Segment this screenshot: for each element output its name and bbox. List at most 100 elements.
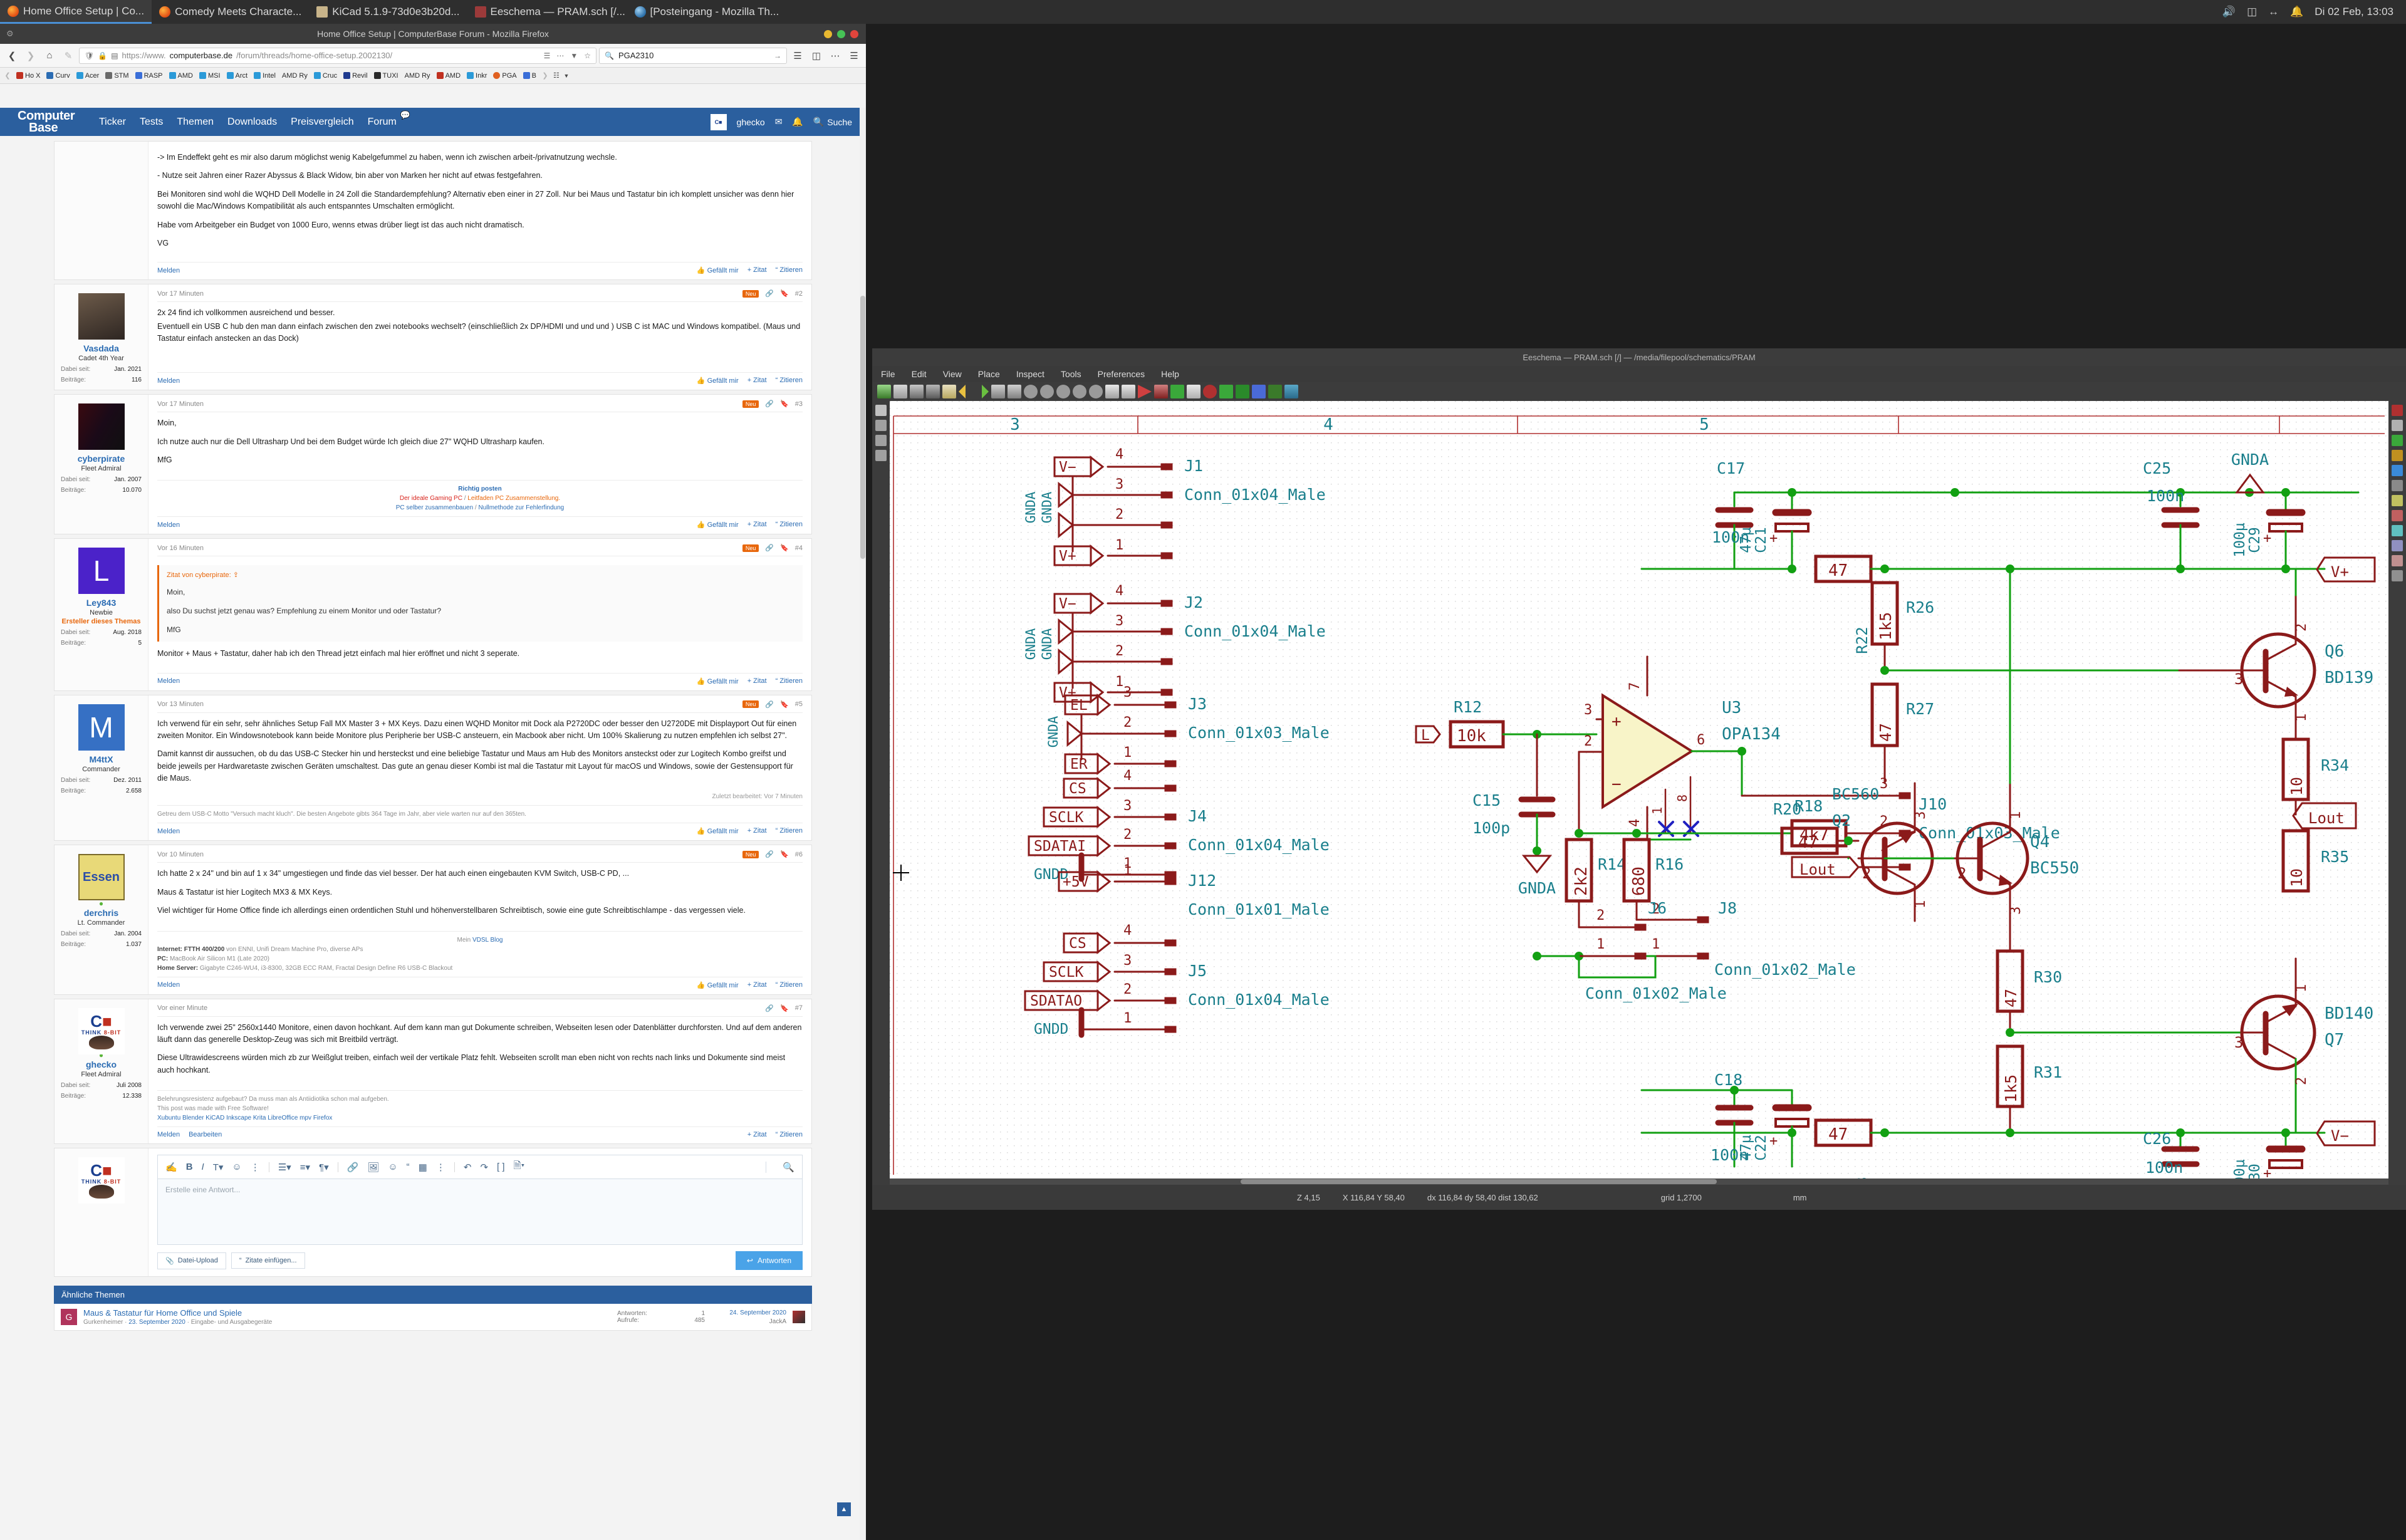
align-icon[interactable]: ≡▾ <box>299 1162 311 1173</box>
bom-icon[interactable] <box>1252 385 1266 398</box>
insert-quotes-button[interactable]: “ Zitate einfügen... <box>231 1252 305 1269</box>
signature-link[interactable]: Nullmethode zur Fehlerfindung <box>478 504 565 512</box>
network-icon[interactable]: ↔ <box>2268 6 2279 18</box>
emoji-icon[interactable]: ☺ <box>388 1162 398 1173</box>
sidebar-icon[interactable]: ◫ <box>811 50 821 61</box>
shield-icon[interactable]: 🛡 <box>85 51 95 60</box>
quote-button[interactable]: “ Zitieren <box>775 677 803 685</box>
clock[interactable]: Di 02 Feb, 13:03 <box>2315 6 2393 18</box>
author-name[interactable]: cyberpirate <box>77 454 125 464</box>
signature-links[interactable]: Xubuntu Blender KiCAD Inkscape Krita Lib… <box>157 1115 333 1122</box>
avatar[interactable]: M <box>78 704 125 751</box>
quote-header[interactable]: Zitat von cyberpirate: ⇪ <box>167 571 239 580</box>
taskbar-item-firefox1[interactable]: Home Office Setup | Co... <box>0 0 152 24</box>
author-name[interactable]: M4ttX <box>89 754 113 764</box>
like-button[interactable]: 👍 Gefällt mir <box>696 521 739 529</box>
place-bus-icon[interactable] <box>2392 480 2403 491</box>
backannotate-icon[interactable] <box>1284 385 1298 398</box>
canvas-hscrollbar-thumb[interactable] <box>1241 1179 1717 1184</box>
font-size-icon[interactable]: T▾ <box>212 1162 224 1173</box>
find-replace-icon[interactable] <box>1008 385 1021 398</box>
share-icon[interactable]: 🔗 <box>765 400 774 408</box>
file-upload-button[interactable]: 📎 Datei-Upload <box>157 1252 226 1269</box>
page-scrollbar[interactable] <box>860 108 866 1540</box>
author-name[interactable]: derchris <box>83 908 119 918</box>
page-scrollbar-thumb[interactable] <box>860 296 865 559</box>
refresh-icon[interactable] <box>1024 385 1038 398</box>
delete-tool-icon[interactable] <box>2392 570 2403 581</box>
leave-sheet-icon[interactable] <box>1122 385 1135 398</box>
plot-icon[interactable] <box>926 385 940 398</box>
bookmark-icon[interactable]: 🔖 <box>780 700 789 709</box>
bookmark-icon[interactable]: 🔖 <box>780 851 789 859</box>
text-color-icon[interactable]: ✍ <box>165 1162 177 1173</box>
notification-bell-icon[interactable]: 🔔 <box>2290 6 2304 18</box>
author-name[interactable]: ghecko <box>85 1059 117 1069</box>
home-icon[interactable]: ⌂ <box>46 50 53 61</box>
reader-view-icon[interactable]: ☰ <box>543 51 551 60</box>
permissions-icon[interactable]: ▤ <box>111 51 118 60</box>
redo-icon[interactable]: ↷ <box>480 1162 489 1173</box>
post-number[interactable]: #2 <box>794 289 803 298</box>
bookmark-item[interactable]: MSI <box>197 71 223 81</box>
bookmark-icon[interactable]: 🔖 <box>780 1004 789 1012</box>
bookmark-item[interactable]: PGA <box>491 71 519 81</box>
report-link[interactable]: Melden <box>157 266 180 274</box>
quote-button[interactable]: “ Zitieren <box>775 1131 803 1139</box>
share-icon[interactable]: 🔗 <box>765 1004 774 1012</box>
author-name[interactable]: Vasdada <box>83 343 119 354</box>
place-global-label-icon[interactable] <box>2392 510 2403 521</box>
bookmark-item[interactable]: Acer <box>74 71 102 81</box>
units-toggle-icon[interactable] <box>875 420 887 431</box>
nav-item-downloads[interactable]: Downloads <box>227 116 278 127</box>
avatar[interactable]: Essen <box>78 854 125 901</box>
highlight-net-icon[interactable] <box>2392 420 2403 431</box>
thread-title[interactable]: Maus & Tastatur für Home Office und Spie… <box>83 1308 242 1318</box>
similar-thread-row[interactable]: G Maus & Tastatur für Home Office und Sp… <box>54 1304 812 1331</box>
table-icon[interactable]: ▦ <box>418 1162 427 1173</box>
italic-icon[interactable]: I <box>201 1162 204 1173</box>
bookmark-item[interactable]: B <box>521 71 539 81</box>
bookmark-icon[interactable]: 🔖 <box>780 544 789 553</box>
search-button[interactable]: 🔍 Suche <box>813 117 852 127</box>
nav-item-ticker[interactable]: Ticker <box>99 116 126 127</box>
preview-icon[interactable]: 🔍 <box>766 1161 794 1173</box>
bookmark-item[interactable]: Inkr <box>464 71 489 81</box>
zoom-in-icon[interactable] <box>1040 385 1054 398</box>
avatar[interactable] <box>78 293 125 340</box>
like-button[interactable]: 👍 Gefällt mir <box>696 981 739 989</box>
bookmark-item[interactable]: AMD Ry <box>402 71 433 81</box>
reply-input[interactable]: Erstelle eine Antwort... <box>157 1178 803 1246</box>
report-link[interactable]: Melden <box>157 981 180 989</box>
quote-plus-button[interactable]: + Zitat <box>747 827 767 835</box>
like-button[interactable]: 👍 Gefällt mir <box>696 677 739 685</box>
bookmark-item[interactable]: AMD <box>434 71 463 81</box>
bookmark-item[interactable]: Intel <box>251 71 278 81</box>
draft-icon[interactable]: 🗎▾ <box>513 1160 525 1172</box>
bookmark-star-icon[interactable]: ☆ <box>584 51 591 60</box>
bookmark-item[interactable]: Arct <box>224 71 251 81</box>
menu-preferences[interactable]: Preferences <box>1097 369 1145 379</box>
reader-mode-icon[interactable]: ✎ <box>64 50 73 61</box>
quote-plus-button[interactable]: + Zitat <box>747 521 767 529</box>
bookmark-icon[interactable]: 🔖 <box>780 400 789 408</box>
place-power-icon[interactable] <box>2392 450 2403 461</box>
bookmarks-scroll-right-icon[interactable]: ❯ <box>542 72 548 80</box>
find-icon[interactable] <box>991 385 1005 398</box>
quote-button[interactable]: “ Zitieren <box>775 521 803 529</box>
bookmark-item[interactable]: TUXI <box>372 71 401 81</box>
signature-link[interactable]: PC selber zusammenbauen <box>395 504 474 512</box>
username[interactable]: ghecko <box>736 117 765 127</box>
quote-plus-button[interactable]: + Zitat <box>747 981 767 989</box>
report-link[interactable]: Melden <box>157 677 180 685</box>
signature-link[interactable]: Der ideale Gaming PC <box>399 495 462 502</box>
menu-file[interactable]: File <box>881 369 895 379</box>
share-icon[interactable]: 🔗 <box>765 851 774 859</box>
smiley-icon[interactable]: ☺ <box>232 1162 242 1173</box>
paste-icon[interactable] <box>942 385 956 398</box>
nav-item-forum[interactable]: Forum <box>367 116 397 127</box>
bookmark-item[interactable]: Revil <box>341 71 370 81</box>
footprint-assign-icon[interactable] <box>1170 385 1184 398</box>
redo-icon[interactable] <box>982 385 989 398</box>
bug-icon[interactable] <box>1203 385 1217 398</box>
